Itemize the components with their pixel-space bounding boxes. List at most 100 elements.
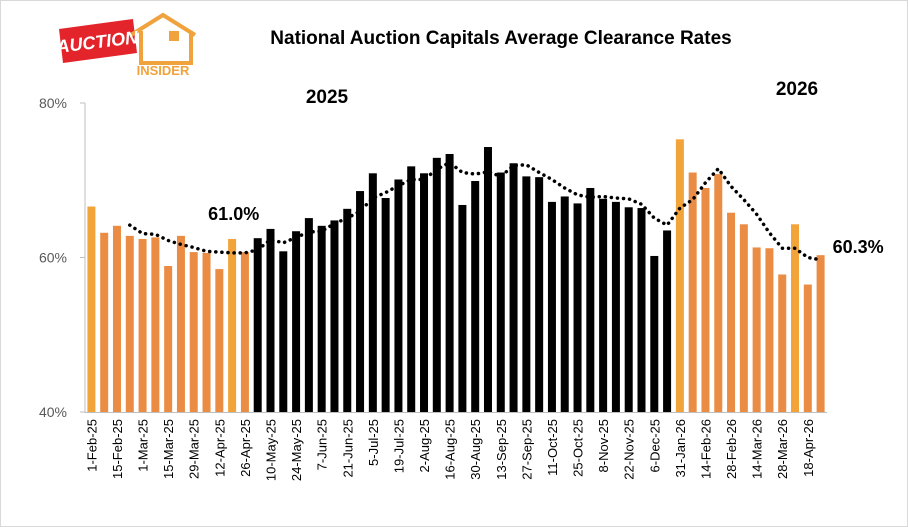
bar [471,181,480,412]
bar [791,224,800,412]
x-tick-label: 7-Jun-25 [315,419,330,470]
x-tick-label: 19-Jul-25 [391,419,406,473]
bar [573,203,582,412]
bar [420,173,429,412]
x-tick-label: 29-Mar-25 [187,419,202,479]
x-tick-label: 1-Mar-25 [136,419,151,472]
x-tick-label: 2-Aug-25 [417,419,432,472]
x-tick-label: 22-Nov-25 [622,419,637,480]
bar [407,166,416,412]
bar [432,157,441,412]
bar [688,172,697,412]
bar [356,191,365,412]
bar [330,220,339,412]
bar [483,147,492,412]
logo-flag [59,19,137,63]
bar [778,274,787,412]
bar [164,265,173,412]
trend-label: 61.0% [208,204,259,224]
bar [266,228,275,412]
bar [240,252,249,412]
bar [599,198,608,412]
x-tick-label: 12-Apr-25 [212,419,227,477]
bar [343,208,352,412]
bar [458,204,467,412]
x-tick-label: 16-Aug-25 [443,419,458,480]
x-tick-label: 6-Dec-25 [647,419,662,472]
bar [727,212,736,412]
bar [624,207,633,412]
y-tick-label: 60% [39,250,67,266]
x-tick-label: 21-Jun-25 [340,419,355,478]
chart-title: National Auction Capitals Average Cleara… [270,28,731,49]
bar [611,201,620,412]
x-tick-label: 11-Oct-25 [545,419,560,476]
x-tick-label: 18-Apr-26 [801,419,816,477]
logo: AUCTION INSIDER [54,12,197,78]
x-tick-label: 14-Feb-26 [698,419,713,479]
bar [215,269,224,412]
bar [317,225,326,412]
bar [445,153,454,413]
bar [292,231,301,412]
bar [522,176,531,412]
bar [509,163,518,412]
x-tick-label: 25-Oct-25 [571,419,586,477]
bar [100,232,109,412]
bar [637,208,646,412]
bar [535,177,544,412]
bar [803,284,812,412]
y-tick-label: 80% [39,95,67,111]
x-tick-label: 15-Mar-25 [161,419,176,479]
bar [202,252,211,412]
x-tick-label: 5-Jul-25 [366,419,381,466]
bar [125,235,134,412]
bar [87,206,96,412]
bar [739,224,748,412]
x-tick-label: 1-Feb-25 [84,419,99,472]
annotation: 2026 [776,79,818,100]
logo-window [169,31,179,41]
bar [176,235,185,412]
bar [189,252,198,412]
bar [650,255,659,412]
x-tick-label: 27-Sep-25 [519,419,534,480]
annotation: 2025 [306,87,349,108]
bar [253,238,262,412]
bar [368,173,377,412]
bar [496,172,505,412]
bar [228,238,237,412]
bar [663,230,672,412]
y-tick-label: 40% [39,404,67,420]
bar [394,179,403,412]
bar [675,139,684,412]
bar [304,218,313,412]
logo-house [129,12,197,65]
x-tick-label: 31-Jan-26 [673,419,688,478]
x-tick-label: 8-Nov-25 [596,419,611,472]
x-tick-label: 28-Feb-26 [724,419,739,479]
bar [138,238,147,412]
bar [765,248,774,412]
x-tick-label: 15-Feb-25 [110,419,125,479]
x-tick-label: 14-Mar-26 [750,419,765,479]
bar [151,237,160,412]
bar [816,255,825,412]
bar [701,187,710,412]
x-tick-label: 24-May-25 [289,419,304,481]
bar [714,174,723,412]
bar [381,198,390,412]
trend-line [128,160,823,262]
bar [112,225,121,412]
bar [279,251,288,412]
bar [586,187,595,412]
x-tick-label: 13-Sep-25 [494,419,509,480]
bar [547,201,556,412]
bar [752,247,761,412]
data-label: 60.3% [833,237,884,257]
x-tick-label: 10-May-25 [264,419,279,481]
x-tick-label: 28-Mar-26 [775,419,790,479]
logo-subtext: INSIDER [137,63,190,78]
x-tick-label: 30-Aug-25 [468,419,483,480]
